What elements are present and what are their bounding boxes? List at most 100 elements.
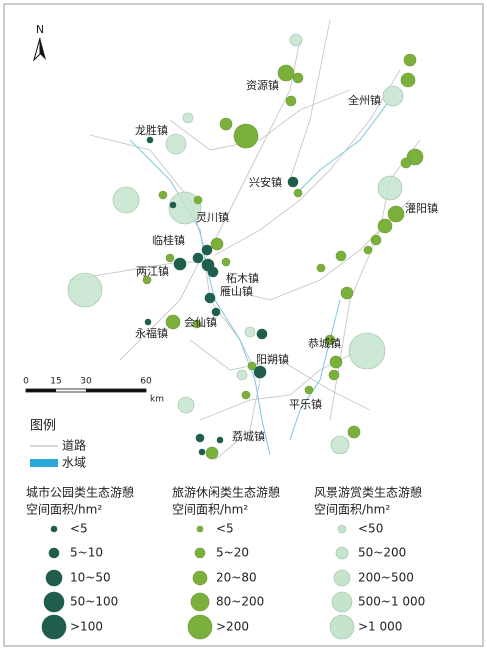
eco-space: [207, 266, 219, 278]
town-label: 灵川镇: [196, 210, 229, 224]
eco-space: [324, 334, 336, 346]
class-label: >200: [216, 620, 249, 634]
class-label: >1 000: [358, 620, 402, 634]
class-label: 50~100: [70, 595, 118, 609]
class-label: <5: [216, 522, 234, 536]
eco-space: [403, 53, 417, 67]
town-label: 灌阳镇: [405, 201, 438, 215]
eco-space: [387, 205, 405, 223]
eco-space: [304, 385, 314, 395]
town-label: 龙胜镇: [135, 123, 168, 137]
eco-space: [165, 314, 181, 330]
ecological-spaces: [67, 33, 424, 460]
eco-space: [256, 328, 268, 340]
eco-space: [340, 286, 354, 300]
eco-space: [158, 190, 168, 200]
north-arrow: N: [33, 23, 46, 62]
eco-space: [165, 253, 175, 263]
eco-space: [210, 237, 224, 251]
class-label: 5~10: [70, 546, 103, 560]
eco-space: [293, 188, 303, 198]
eco-space: [277, 64, 295, 82]
eco-space: [221, 257, 231, 267]
eco-space: [173, 257, 187, 271]
legend-symbol: [333, 569, 351, 587]
arrow-right: [40, 38, 46, 60]
legend-symbol: [194, 547, 206, 559]
eco-space: [348, 332, 386, 370]
legend-symbol: [187, 614, 213, 640]
town-label: 阳朔镇: [256, 352, 289, 366]
scale-bar-segment: [26, 389, 56, 392]
legend-symbol: [335, 546, 349, 560]
scale-bar-segment: [86, 389, 146, 392]
eco-space: [241, 390, 251, 400]
town-label: 资源镇: [246, 78, 279, 92]
eco-space: [146, 136, 154, 144]
eco-space: [142, 275, 152, 285]
town-label: 荔城镇: [232, 429, 265, 443]
legend: 图例 道路 水域: [30, 419, 86, 470]
town-label: 永福镇: [135, 326, 168, 340]
class-label: 80~200: [216, 595, 264, 609]
class-label: 50~200: [358, 546, 406, 560]
town-label: 雁山镇: [220, 284, 253, 298]
class-label: <5: [70, 522, 88, 536]
eco-space: [169, 201, 177, 209]
roads: [69, 19, 421, 461]
legend-symbol: [190, 592, 210, 612]
group-title: 空间面积/hm²: [26, 503, 102, 517]
legend-symbol: [41, 614, 67, 640]
eco-space: [247, 361, 257, 371]
eco-space: [377, 218, 393, 234]
eco-space: [328, 369, 340, 381]
eco-space: [112, 186, 140, 214]
legend-symbol: [192, 570, 208, 586]
town-label: 会仙镇: [184, 315, 217, 329]
eco-space: [67, 272, 103, 308]
eco-space: [289, 33, 303, 47]
eco-space: [363, 245, 373, 255]
legend-symbol: [196, 525, 204, 533]
eco-space: [219, 117, 233, 131]
eco-space: [165, 133, 187, 155]
class-label: 10~50: [70, 571, 111, 585]
eco-space: [377, 175, 403, 201]
class-label: 500~1 000: [358, 595, 425, 609]
eco-space: [144, 318, 152, 326]
scale-bar: 0 15 30 60 km: [23, 377, 164, 405]
group-title: 空间面积/hm²: [314, 503, 390, 517]
eco-space: [292, 72, 304, 84]
eco-space: [316, 263, 326, 273]
scale-label: 0: [23, 377, 29, 387]
eco-space: [193, 195, 203, 205]
water-swatch: [30, 459, 58, 467]
eco-space: [330, 435, 350, 455]
legend-water: 水域: [62, 456, 86, 470]
eco-space: [216, 436, 224, 444]
legend-symbol: [337, 524, 347, 534]
eco-space: [236, 369, 248, 381]
class-label: 5~20: [216, 546, 249, 560]
eco-space: [335, 250, 347, 262]
class-label: >100: [70, 620, 103, 634]
town-label: 临桂镇: [152, 233, 185, 247]
town-label: 两江镇: [136, 264, 169, 278]
town-label: 兴安镇: [249, 175, 282, 189]
eco-space: [287, 176, 299, 188]
eco-space: [204, 292, 216, 304]
scale-label: 60: [140, 377, 152, 387]
group-title: 旅游休闲类生态游憩: [172, 485, 280, 500]
town-labels: 资源镇全州镇龙胜镇兴安镇灌阳镇灵川镇临桂镇两江镇柘木镇雁山镇会仙镇永福镇恭城镇阳…: [135, 78, 438, 443]
eco-space: [195, 433, 205, 443]
eco-space: [201, 244, 213, 256]
town-label: 平乐镇: [289, 397, 322, 411]
eco-space: [406, 148, 424, 166]
eco-space: [347, 425, 361, 439]
group-title: 风景游赏类生态游憩: [314, 485, 422, 500]
eco-space: [198, 448, 206, 456]
eco-space: [177, 396, 195, 414]
legend-road: 道路: [62, 438, 86, 453]
group-title: 空间面积/hm²: [172, 503, 248, 517]
